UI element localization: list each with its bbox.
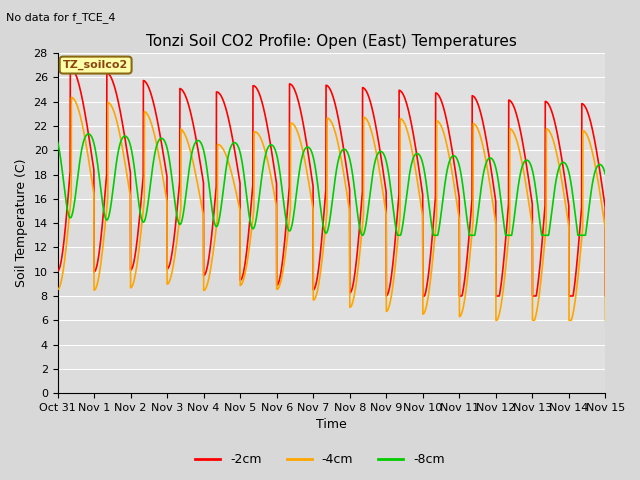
Legend: -2cm, -4cm, -8cm: -2cm, -4cm, -8cm [190, 448, 450, 471]
Bar [58, 223, 605, 247]
Bar [58, 272, 605, 296]
Bar [58, 320, 605, 345]
X-axis label: Time: Time [316, 419, 347, 432]
Text: TZ_soilco2: TZ_soilco2 [63, 60, 128, 70]
Title: Tonzi Soil CO2 Profile: Open (East) Temperatures: Tonzi Soil CO2 Profile: Open (East) Temp… [146, 34, 517, 49]
Y-axis label: Soil Temperature (C): Soil Temperature (C) [15, 159, 28, 288]
Text: No data for f_TCE_4: No data for f_TCE_4 [6, 12, 116, 23]
Bar [58, 369, 605, 393]
